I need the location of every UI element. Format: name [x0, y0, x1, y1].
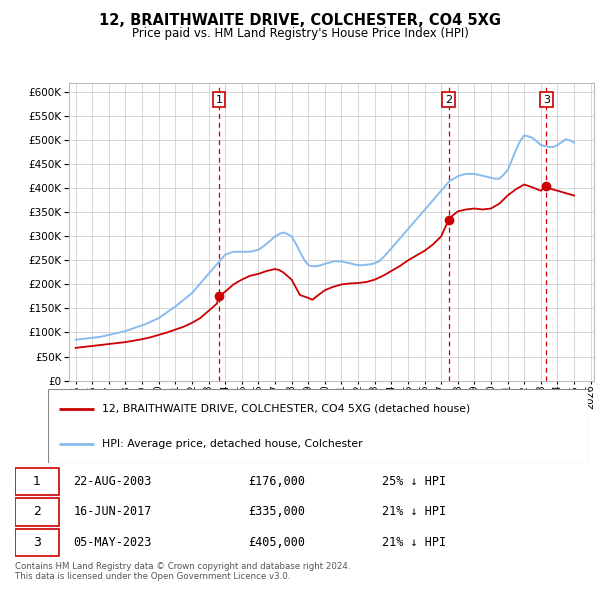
Text: 05-MAY-2023: 05-MAY-2023: [73, 536, 152, 549]
Text: 1: 1: [33, 475, 41, 488]
Text: 3: 3: [33, 536, 41, 549]
Text: 21% ↓ HPI: 21% ↓ HPI: [382, 536, 446, 549]
Text: HPI: Average price, detached house, Colchester: HPI: Average price, detached house, Colc…: [102, 439, 362, 449]
Text: 2: 2: [445, 94, 452, 104]
Text: 22-AUG-2003: 22-AUG-2003: [73, 475, 152, 488]
Text: 12, BRAITHWAITE DRIVE, COLCHESTER, CO4 5XG: 12, BRAITHWAITE DRIVE, COLCHESTER, CO4 5…: [99, 13, 501, 28]
Text: 2: 2: [33, 505, 41, 519]
Text: 1: 1: [215, 94, 223, 104]
Text: 12, BRAITHWAITE DRIVE, COLCHESTER, CO4 5XG (detached house): 12, BRAITHWAITE DRIVE, COLCHESTER, CO4 5…: [102, 404, 470, 414]
Text: 25% ↓ HPI: 25% ↓ HPI: [382, 475, 446, 488]
Text: £335,000: £335,000: [248, 505, 305, 519]
Text: £176,000: £176,000: [248, 475, 305, 488]
Text: 3: 3: [543, 94, 550, 104]
FancyBboxPatch shape: [15, 468, 59, 495]
Text: 21% ↓ HPI: 21% ↓ HPI: [382, 505, 446, 519]
FancyBboxPatch shape: [15, 529, 59, 556]
FancyBboxPatch shape: [15, 498, 59, 526]
Text: Contains HM Land Registry data © Crown copyright and database right 2024.
This d: Contains HM Land Registry data © Crown c…: [15, 562, 350, 581]
Text: 16-JUN-2017: 16-JUN-2017: [73, 505, 152, 519]
Text: Price paid vs. HM Land Registry's House Price Index (HPI): Price paid vs. HM Land Registry's House …: [131, 27, 469, 40]
Text: £405,000: £405,000: [248, 536, 305, 549]
